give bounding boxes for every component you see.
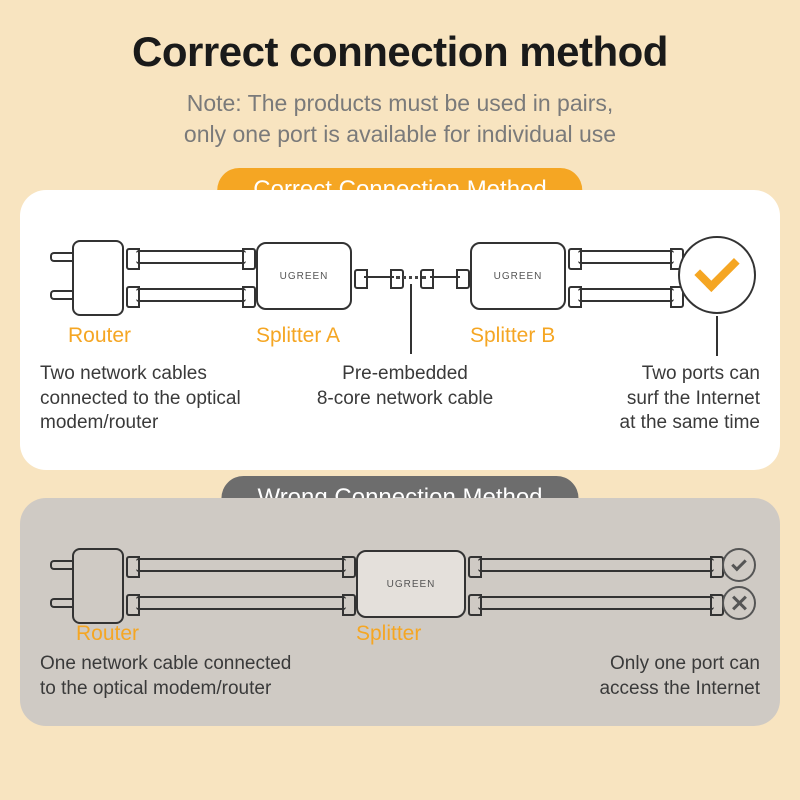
cable [364, 276, 394, 278]
desc-right: Only one port can access the Internet [540, 652, 760, 701]
router-label: Router [68, 324, 131, 348]
brand-label: UGREEN [280, 271, 329, 282]
router-icon [50, 536, 124, 636]
splitter-b-icon: UGREEN [470, 242, 566, 310]
cable [136, 558, 346, 572]
desc-right: Two ports can surf the Internet at the s… [560, 362, 760, 436]
cable [578, 250, 674, 264]
ok-icon [722, 548, 756, 582]
brand-label: UGREEN [494, 271, 543, 282]
correct-diagram: UGREEN UGREEN [40, 224, 760, 344]
splitter-icon: UGREEN [356, 550, 466, 618]
note-line-1: Note: The products must be used in pairs… [187, 90, 614, 116]
page-title: Correct connection method [0, 0, 800, 76]
router-icon [50, 228, 124, 328]
guide-line [716, 316, 718, 356]
success-check-icon [678, 236, 756, 314]
cable [478, 596, 714, 610]
desc-mid: Pre-embedded 8-core network cable [300, 362, 510, 411]
splitter-label: Splitter [356, 622, 421, 646]
note-text: Note: The products must be used in pairs… [0, 88, 800, 150]
cable [478, 558, 714, 572]
guide-line [410, 284, 412, 354]
cable [136, 596, 346, 610]
router-label: Router [76, 622, 139, 646]
splitter-a-label: Splitter A [256, 324, 340, 348]
desc-left: Two network cables connected to the opti… [40, 362, 290, 436]
splitter-a-icon: UGREEN [256, 242, 352, 310]
cable [136, 250, 246, 264]
cable [430, 276, 460, 278]
brand-label: UGREEN [387, 579, 436, 590]
splitter-b-label: Splitter B [470, 324, 555, 348]
cable [578, 288, 674, 302]
wrong-diagram: UGREEN [40, 532, 760, 632]
fail-icon [722, 586, 756, 620]
cable [136, 288, 246, 302]
correct-panel: UGREEN UGREEN Router Splitter A Splitter… [20, 190, 780, 470]
note-line-2: only one port is available for individua… [184, 121, 616, 147]
desc-left: One network cable connected to the optic… [40, 652, 300, 701]
wrong-panel: UGREEN Router Splitter One network cable… [20, 498, 780, 726]
